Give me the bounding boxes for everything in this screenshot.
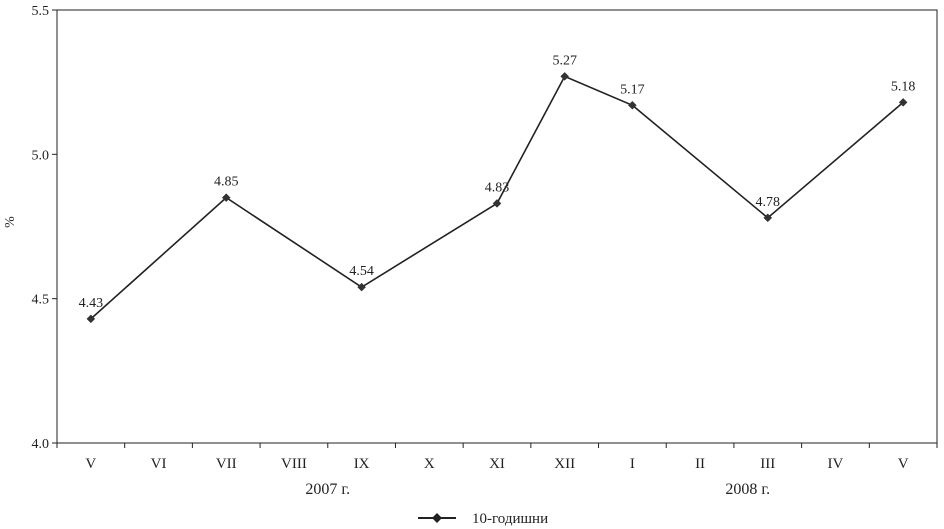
y-tick-label: 4.5 <box>32 293 50 308</box>
x-group-labels: 2007 г. 2008 г. <box>305 481 770 498</box>
data-label: 4.83 <box>485 180 510 195</box>
data-label: 5.17 <box>620 82 645 97</box>
x-tick-label: XII <box>554 456 575 472</box>
x-tick-label: I <box>630 456 635 472</box>
legend-diamond-icon <box>432 513 442 523</box>
x-tick-label: X <box>424 456 435 472</box>
y-tick-label: 5.5 <box>32 4 50 19</box>
series-line <box>90 75 904 320</box>
x-tick-label: III <box>760 456 775 472</box>
x-axis: V VI VII VIII IX X XI XII I II III IV V <box>56 443 938 472</box>
data-point <box>763 213 773 223</box>
data-label: 5.27 <box>552 53 577 68</box>
y-tick-label: 4.0 <box>32 437 50 452</box>
x-tick-label: IV <box>828 456 844 472</box>
data-point <box>898 98 908 107</box>
data-point <box>221 193 231 202</box>
x-tick-label: V <box>898 456 909 472</box>
plot-area <box>56 9 938 444</box>
x-tick-label: IX <box>354 456 370 472</box>
x-tick-label: VII <box>216 456 237 472</box>
data-point <box>86 314 96 324</box>
data-series: 4.43 4.85 4.54 4.83 5.27 5.17 4.78 5.18 <box>79 53 916 324</box>
x-group-label: 2007 г. <box>305 481 350 498</box>
x-tick-label: II <box>695 456 705 472</box>
data-point <box>560 72 570 81</box>
x-group-label: 2008 г. <box>725 481 770 498</box>
y-tick-label: 5.0 <box>32 148 50 163</box>
legend: 10-годишни <box>418 511 548 527</box>
data-point <box>628 100 637 110</box>
legend-label: 10-годишни <box>472 511 548 527</box>
data-point <box>492 199 502 208</box>
x-tick-label: VIII <box>281 456 307 472</box>
data-label: 5.18 <box>891 79 916 94</box>
x-tick-label: XI <box>489 456 505 472</box>
data-label: 4.85 <box>214 175 239 190</box>
data-point <box>357 282 366 292</box>
data-label: 4.54 <box>349 264 374 279</box>
x-tick-label: VI <box>151 456 167 472</box>
data-label: 4.78 <box>756 195 781 210</box>
y-axis-label: % <box>3 216 18 228</box>
y-axis: 4.0 4.5 5.0 5.5 <box>32 4 57 452</box>
data-label: 4.43 <box>79 296 104 311</box>
x-tick-label: V <box>85 456 96 472</box>
